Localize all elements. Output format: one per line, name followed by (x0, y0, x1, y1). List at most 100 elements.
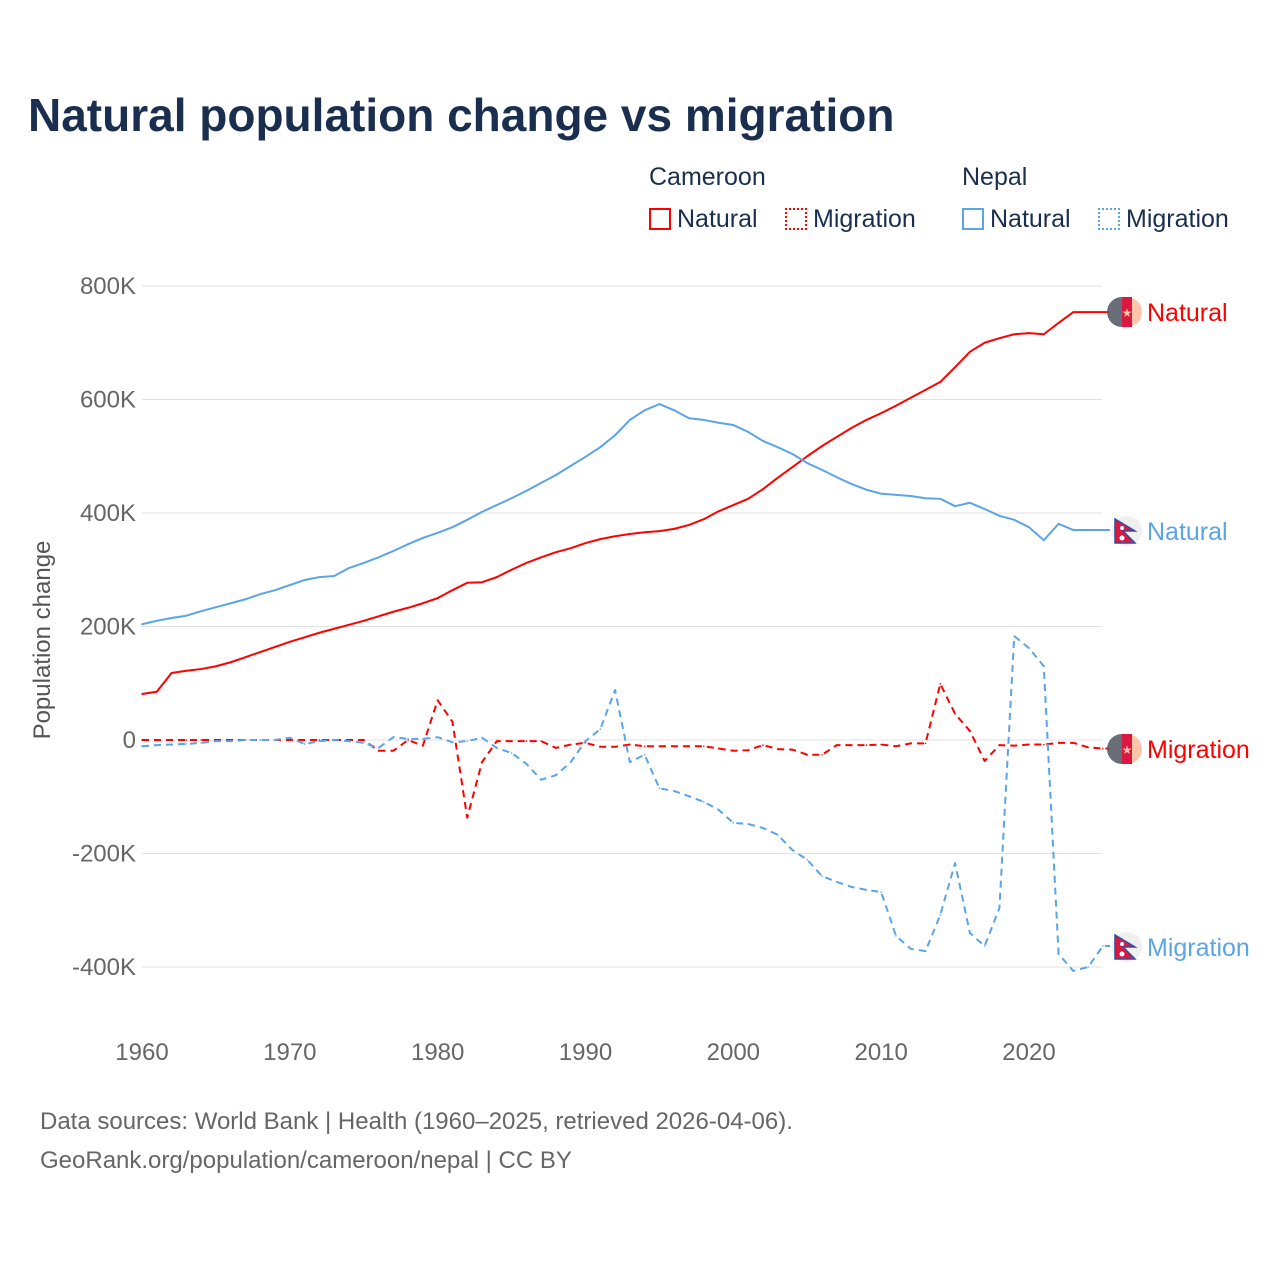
data-point (895, 934, 897, 937)
data-point (555, 474, 557, 476)
data-point (229, 740, 232, 742)
data-point (998, 744, 1001, 746)
legend-item-cameroon-migration[interactable]: Migration (785, 205, 916, 234)
data-point (451, 526, 454, 528)
data-point (215, 740, 217, 742)
data-point (821, 875, 823, 877)
y-axis-label: Population change (29, 541, 56, 740)
data-point (318, 740, 321, 742)
data-point (688, 417, 690, 420)
data-point (303, 579, 306, 581)
data-point (422, 537, 424, 539)
data-point (702, 419, 705, 421)
data-point (924, 497, 927, 500)
data-point (806, 858, 809, 861)
data-point (215, 665, 217, 668)
data-point (850, 744, 853, 746)
footer-link[interactable]: GeoRank.org/population/cameroon/nepal | … (40, 1147, 572, 1174)
data-point (702, 801, 705, 803)
y-tick-label: -200K (72, 841, 136, 868)
legend-item-nepal-migration[interactable]: Migration (1098, 205, 1229, 234)
footer-sources: Data sources: World Bank | Health (1960–… (40, 1108, 793, 1135)
data-point (791, 466, 794, 468)
data-point (1072, 742, 1075, 744)
data-point (629, 419, 631, 421)
data-point (643, 531, 646, 534)
data-point (1102, 945, 1104, 947)
data-point (806, 455, 809, 458)
data-point (969, 501, 971, 504)
data-point (1013, 333, 1016, 336)
series-end-label: Natural (1147, 299, 1228, 327)
data-point (289, 739, 291, 741)
data-point (969, 351, 971, 353)
series-line-nepal-migration (141, 635, 1110, 972)
data-point (377, 749, 380, 752)
data-point (540, 778, 542, 781)
data-point (909, 396, 912, 399)
data-point (244, 739, 247, 741)
data-point (924, 742, 927, 745)
data-point (643, 409, 646, 412)
data-point (762, 440, 764, 442)
flag-sun (1119, 951, 1125, 957)
nepal-flag-icon (1112, 516, 1142, 546)
flag-green (1107, 734, 1122, 764)
data-point (1072, 529, 1075, 531)
data-point (969, 932, 971, 934)
data-point (407, 738, 409, 740)
data-point (466, 582, 469, 584)
data-point (303, 636, 306, 639)
data-point (599, 746, 602, 748)
data-point (599, 446, 602, 448)
data-point (540, 556, 542, 559)
data-point (466, 740, 469, 742)
data-point (1013, 635, 1016, 637)
data-point (1013, 519, 1016, 521)
data-point (185, 614, 188, 617)
data-point (614, 746, 616, 748)
data-point (229, 661, 232, 664)
data-point (717, 747, 720, 750)
data-point (1028, 332, 1030, 334)
data-point (422, 738, 424, 740)
data-point (436, 597, 439, 599)
legend-item-nepal-natural[interactable]: Natural (962, 205, 1071, 234)
y-tick-label: -400K (72, 954, 136, 981)
data-point (762, 488, 764, 490)
data-point (170, 617, 173, 619)
x-tick-label: 2020 (1002, 1039, 1055, 1066)
x-tick-label: 1970 (263, 1039, 316, 1066)
data-point (170, 743, 173, 746)
legend-label: Migration (1126, 205, 1229, 233)
data-point (688, 795, 690, 797)
legend-item-cameroon-natural[interactable]: Natural (649, 205, 758, 234)
data-point (821, 445, 823, 447)
data-point (614, 689, 616, 691)
y-tick-label: 0 (123, 727, 136, 754)
data-point (747, 823, 749, 825)
flag-star: ★ (1122, 743, 1133, 757)
data-point (1028, 647, 1030, 649)
data-point (200, 668, 202, 670)
data-point (170, 739, 173, 741)
x-tick-label: 1990 (559, 1039, 612, 1066)
data-point (954, 862, 956, 864)
data-point (510, 568, 513, 571)
data-point (436, 699, 439, 702)
data-point (983, 341, 986, 344)
data-point (717, 809, 720, 811)
data-point (732, 424, 735, 426)
data-point (274, 739, 276, 741)
data-point (362, 620, 365, 622)
data-point (392, 610, 395, 613)
data-point (185, 669, 188, 672)
data-point (850, 427, 853, 429)
data-point (821, 469, 823, 471)
flag-green (1107, 297, 1122, 327)
legend-label: Natural (677, 205, 758, 233)
data-point (924, 389, 927, 391)
data-point (629, 743, 631, 746)
data-point (525, 763, 528, 765)
